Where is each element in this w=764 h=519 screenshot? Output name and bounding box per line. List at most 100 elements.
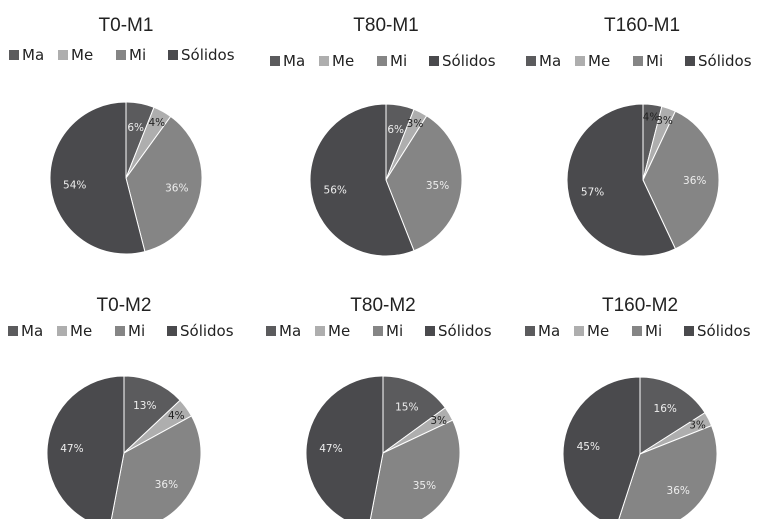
legend-item-solidos: Sólidos [425, 322, 492, 340]
pie-slice-mi [618, 425, 718, 519]
slice-label-me: 3% [430, 415, 447, 427]
legend-item-ma: Ma [266, 322, 301, 340]
slice-label-ma: 15% [395, 401, 418, 413]
legend-item-me: Me [575, 52, 610, 70]
slice-label-mi: 36% [165, 183, 188, 195]
legend-label: Mi [390, 52, 407, 70]
chart-title: T160-M2 [602, 295, 678, 316]
slice-label-mi: 35% [426, 180, 449, 192]
slice-label-mi: 35% [413, 480, 436, 492]
legend-item-ma: Ma [526, 52, 561, 70]
legend-item-mi: Mi [632, 322, 662, 340]
slice-label-ma: 6% [127, 122, 144, 134]
legend-item-ma: Ma [9, 46, 44, 64]
legend-item-me: Me [57, 322, 92, 340]
legend-label: Me [587, 322, 609, 340]
chart-title: T80-M1 [353, 15, 418, 36]
slice-label-solidos: 45% [577, 441, 600, 453]
legend: Ma Me Mi Sólidos [270, 52, 496, 70]
legend-swatch-ma [8, 326, 18, 336]
legend-swatch-solidos [684, 326, 694, 336]
legend: Ma Me Mi Sólidos [525, 322, 751, 340]
pie-slice-ma [123, 375, 181, 455]
pie-slice-mi [642, 110, 720, 250]
pie-slice-mi [369, 419, 461, 519]
legend-label: Me [70, 322, 92, 340]
pie-chart-t0-m2: T0-M2 Ma Me Mi Sólidos 13% 4% 36% 47% [8, 295, 234, 519]
pie-chart-t80-m2: T80-M2 Ma Me Mi Sólidos 15% 3% 35% 47% [266, 295, 492, 519]
legend-label: Ma [21, 322, 43, 340]
legend-swatch-mi [377, 56, 387, 66]
legend-label: Mi [128, 322, 145, 340]
legend-swatch-mi [116, 50, 126, 60]
pie-slice-ma [382, 375, 446, 454]
legend-label: Ma [539, 52, 561, 70]
slice-label-me: 3% [407, 118, 424, 130]
chart-title: T160-M1 [604, 15, 680, 36]
legend-item-mi: Mi [373, 322, 403, 340]
legend-label: Sólidos [697, 322, 751, 340]
legend-swatch-ma [526, 56, 536, 66]
legend: Ma Me Mi Sólidos [8, 322, 234, 340]
legend-item-solidos: Sólidos [429, 52, 496, 70]
legend-label: Ma [279, 322, 301, 340]
legend-swatch-me [315, 326, 325, 336]
pie-slice-solidos [562, 376, 641, 519]
legend-label: Mi [646, 52, 663, 70]
legend-label: Ma [538, 322, 560, 340]
legend-item-mi: Mi [116, 46, 146, 64]
slice-label-me: 4% [168, 410, 185, 422]
slice-label-me: 3% [689, 420, 706, 432]
slice-label-ma: 16% [654, 403, 677, 415]
pie [49, 101, 203, 255]
legend-item-me: Me [58, 46, 93, 64]
slice-labels: 13% 4% 36% 47% [60, 400, 184, 491]
pie-slice-mi [385, 115, 463, 252]
legend-label: Me [328, 322, 350, 340]
legend-label: Mi [386, 322, 403, 340]
slice-label-mi: 36% [667, 485, 690, 497]
legend-swatch-ma [266, 326, 276, 336]
legend-item-ma: Ma [8, 322, 43, 340]
slice-label-ma: 13% [133, 400, 156, 412]
pie-chart-t80-m1: T80-M1 Ma Me Mi Sólidos 6%3% 35% 56% [270, 15, 496, 257]
legend-item-me: Me [315, 322, 350, 340]
legend-item-solidos: Sólidos [167, 322, 234, 340]
slice-labels: 15% 3% 35% 47% [319, 401, 447, 492]
legend-swatch-me [574, 326, 584, 336]
pie [46, 375, 202, 519]
legend-swatch-mi [115, 326, 125, 336]
pie-slice-mi [125, 115, 203, 253]
pie [566, 103, 720, 257]
legend-item-mi: Mi [633, 52, 663, 70]
pie-slice-solidos [49, 101, 146, 255]
legend-swatch-mi [373, 326, 383, 336]
slice-label-me: 3% [656, 115, 673, 127]
legend-swatch-solidos [685, 56, 695, 66]
slice-labels: 6%3% 35% 56% [324, 118, 450, 197]
pie-slice-solidos [46, 375, 125, 519]
legend-label: Me [588, 52, 610, 70]
slice-label-mi: 36% [155, 479, 178, 491]
legend-item-mi: Mi [377, 52, 407, 70]
pie-slice-ma [639, 376, 706, 455]
legend-item-mi: Mi [115, 322, 145, 340]
slice-label-ma: 4% [643, 112, 660, 124]
legend-label: Sólidos [438, 322, 492, 340]
slice-label-solidos: 57% [581, 186, 604, 198]
pie-slice-solidos [305, 375, 384, 519]
pie-slice-solidos [309, 103, 415, 257]
pie [562, 376, 718, 519]
chart-title: T0-M2 [97, 295, 152, 316]
legend-item-me: Me [319, 52, 354, 70]
legend-swatch-solidos [425, 326, 435, 336]
legend: Ma Me Mi Sólidos [526, 52, 752, 70]
legend-label: Sólidos [442, 52, 496, 70]
pie-chart-t160-m2: T160-M2 Ma Me Mi Sólidos 16% 3% 36% 45% [525, 295, 751, 519]
slice-label-mi: 36% [683, 175, 706, 187]
pie-chart-t0-m1: T0-M1 Ma Me Mi Sólidos 6% 4% 36% 54% [9, 15, 235, 255]
slice-label-me: 4% [148, 117, 165, 129]
slice-label-solidos: 47% [60, 443, 83, 455]
slice-label-solidos: 54% [63, 180, 86, 192]
